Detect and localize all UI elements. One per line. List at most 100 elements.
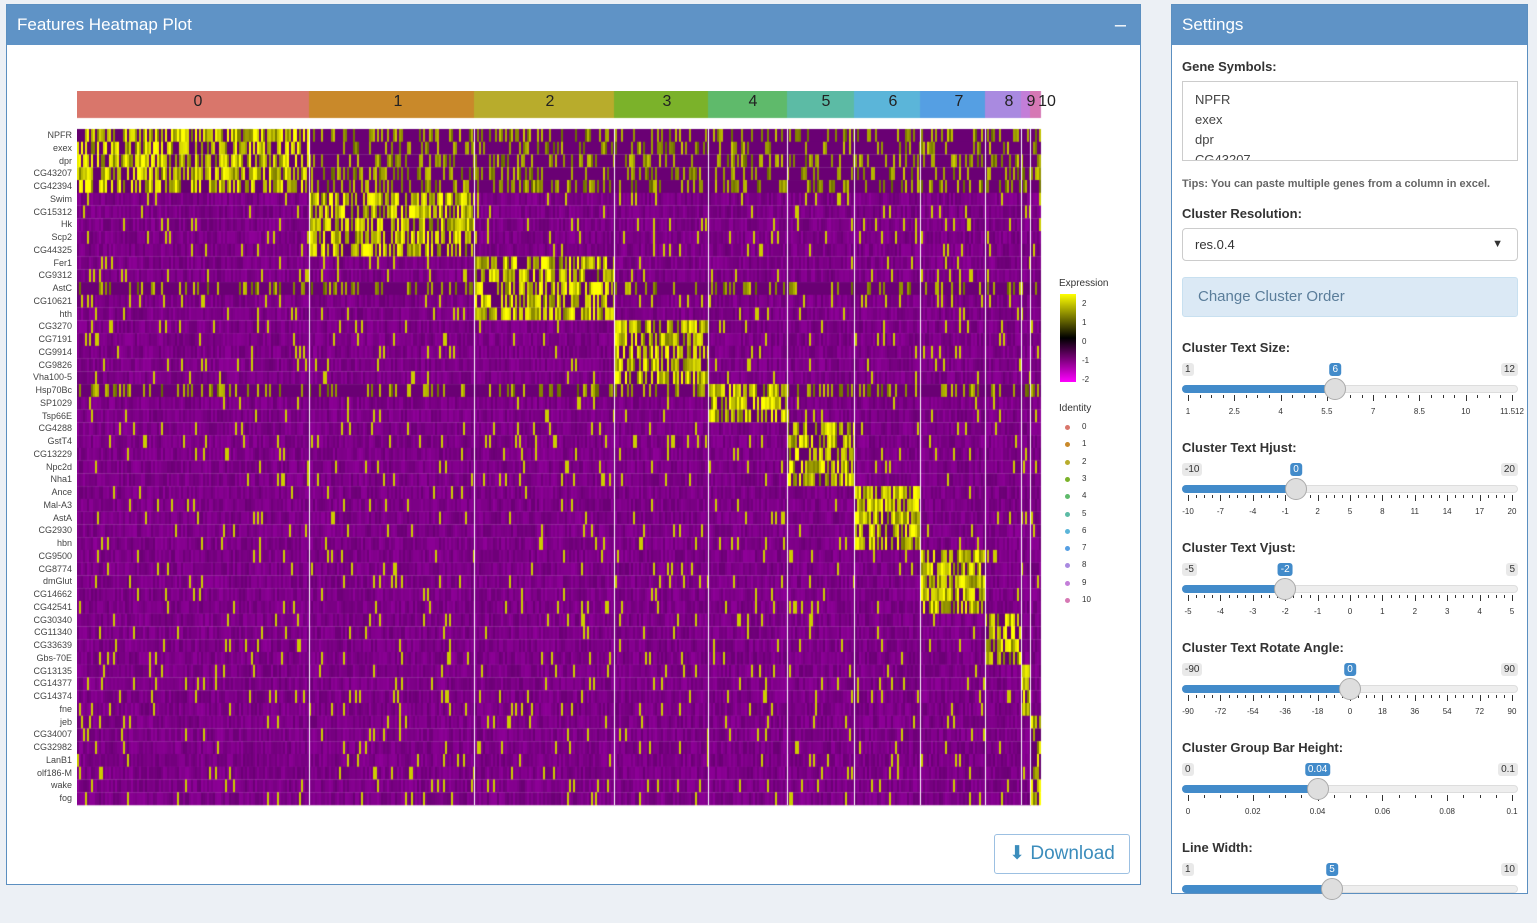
gene-label: NPFR [47,130,73,140]
slider-tick-label: 10 [1461,407,1471,416]
slider-minor-tick [1341,595,1343,598]
slider-minor-tick [1260,595,1262,598]
settings-header: Settings [1172,5,1527,45]
slider-tick [1465,395,1467,401]
gene-label: CG42394 [33,181,72,192]
slider-minor-tick [1269,795,1270,798]
slider-minor-tick [1422,495,1424,498]
slider-minor-tick [1204,695,1206,698]
slider-minor-tick [1431,495,1432,498]
slider-minor-tick [1454,395,1456,398]
slider-tick [1447,495,1449,501]
slider-minor-tick [1212,495,1214,498]
slider-handle[interactable] [1274,578,1297,600]
slider-tick-label: 3 [1444,607,1450,616]
download-button[interactable]: ⬇ Download [994,834,1130,874]
slider-fill [1182,685,1350,693]
gene-label: CG9826 [38,359,72,370]
slider[interactable]: 0 0.1 0.04 0 0.02 0.04 0.06 0.08 0.1 [1182,763,1518,823]
gene-label: AstC [52,283,72,294]
slider[interactable]: -90 90 0 -90 -72 -54 -36 -18 0 18 36 54 72 90 [1182,663,1518,723]
slider[interactable]: 1 10 5 [1182,863,1518,923]
slider-tick [1317,495,1319,501]
gene-label: CG43207 [33,168,72,179]
slider-min: 0 [1182,763,1194,776]
identity-label: 3 [1082,473,1087,483]
identity-dot [1065,528,1070,534]
slider-minor-tick [1439,495,1441,498]
gene-label: Nha1 [50,474,72,485]
slider-minor-tick [1455,595,1457,598]
slider-handle[interactable] [1321,878,1343,900]
gene-label: CG44325 [33,244,72,255]
expression-tick: -1 [1082,356,1090,365]
slider-minor-tick [1471,695,1473,698]
gene-label: CG33639 [33,640,72,651]
cluster-label: 2 [545,93,555,110]
slider-minor-tick [1396,395,1398,398]
slider-tick-label: 1 [1380,607,1385,616]
slider-minor-tick [1398,595,1400,598]
slider-tick-label: 2 [1412,607,1418,616]
slider-minor-tick [1406,595,1408,598]
identity-label: 2 [1082,456,1087,466]
gene-label: olf186-M [36,767,72,778]
slider-tick-label: 4 [1278,407,1283,416]
gene-line: exex [1195,112,1223,127]
slider-minor-tick [1398,695,1400,698]
slider-minor-tick [1463,595,1465,598]
slider-minor-tick [1228,695,1230,698]
slider-minor-tick [1196,495,1198,498]
gene-label: CG14374 [33,691,72,702]
slider-tick-label: 90 [1507,707,1517,716]
slider-tick [1373,395,1375,401]
gene-label: Hk [61,219,72,230]
slider-minor-tick [1236,595,1238,598]
gene-label: wake [50,780,72,791]
slider[interactable]: -10 20 0 -10 -7 -4 -1 2 5 8 11 14 17 20 [1182,463,1518,523]
slider-value: 0.04 [1304,763,1331,776]
slider-tick-label: -72 [1214,707,1227,716]
slider-tick [1252,595,1254,601]
expression-tick: 0 [1082,337,1087,346]
identity-label: 0 [1082,422,1087,431]
slider-minor-tick [1333,495,1335,498]
change-cluster-order-button[interactable]: Change Cluster Order [1182,277,1518,317]
slider[interactable]: 1 12 6 1 2.5 4 5.5 7 8.5 10 11.512 [1182,363,1524,423]
slider-handle[interactable] [1339,678,1361,700]
slider-minor-tick [1285,795,1287,798]
slider-tick-label: 0.04 [1309,807,1326,816]
slider-min: -5 [1182,563,1197,576]
slider-minor-tick [1495,595,1497,598]
slider-tick-label: -4 [1249,507,1257,516]
slider-tick [1512,395,1513,401]
slider-minor-tick [1222,395,1224,398]
gene-label: fog [59,793,72,804]
slider-handle[interactable] [1285,478,1307,500]
gene-symbols-textarea[interactable]: NPFR exex dpr CG43207 [1182,81,1518,161]
identity-dot [1065,476,1070,482]
slider-minor-tick [1245,395,1247,398]
slider-max: 20 [1500,463,1518,476]
slider[interactable]: -5 5 -2 -5 -4 -3 -2 -1 0 1 2 3 4 5 [1182,563,1518,623]
resolution-select[interactable]: res.0.4 ▼ [1182,228,1518,261]
minus-icon[interactable]: – [1114,14,1126,36]
slider-minor-tick [1487,595,1489,598]
slider-tick [1382,695,1384,701]
slider-minor-tick [1463,495,1465,498]
slider-handle[interactable] [1324,378,1347,400]
slider-tick [1285,695,1287,701]
slider-tick-label: -7 [1216,507,1224,516]
gene-label: exex [52,142,72,153]
slider-minor-tick [1361,395,1363,398]
slider-tick [1419,395,1421,401]
slider-tick [1188,795,1189,801]
gene-label: CG32982 [33,742,72,753]
gene-label: jeb [59,716,72,727]
slider-max: 10 [1500,863,1518,876]
slider-minor-tick [1325,495,1327,498]
identity-legend-title: Identity [1059,403,1092,414]
slider-minor-tick [1211,395,1213,398]
slider-handle[interactable] [1306,778,1329,800]
slider-value: 6 [1329,363,1342,376]
